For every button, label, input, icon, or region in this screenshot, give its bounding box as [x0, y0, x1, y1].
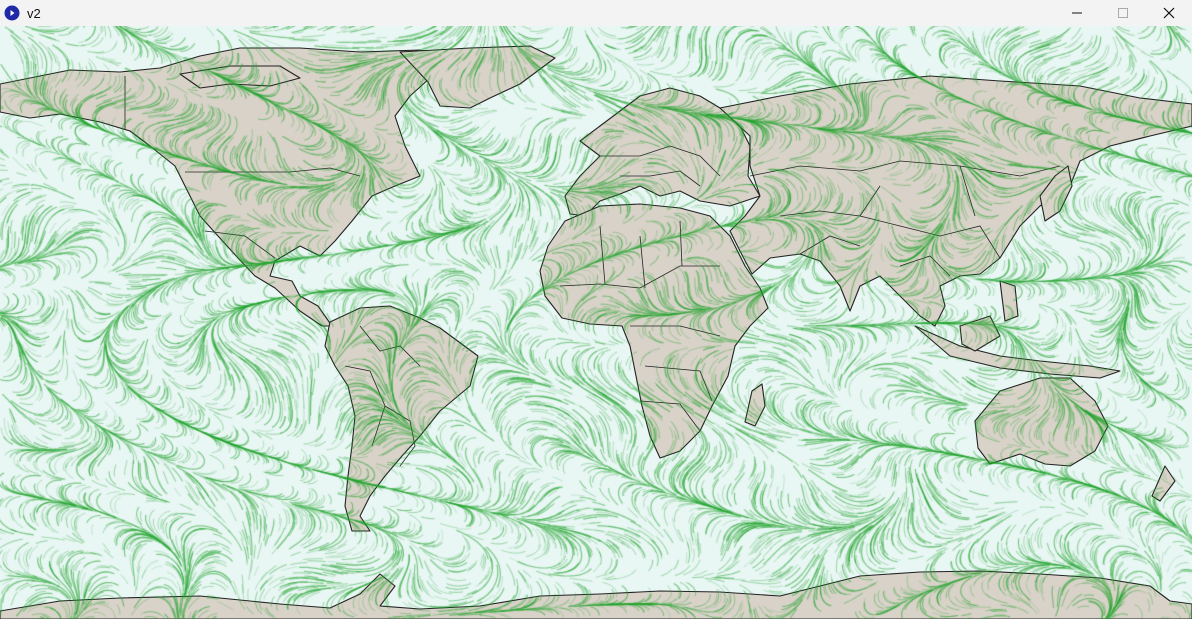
maximize-button[interactable] — [1100, 0, 1146, 26]
close-button[interactable] — [1146, 0, 1192, 26]
window-controls — [1054, 0, 1192, 26]
window-title: v2 — [27, 5, 41, 21]
title-bar: v2 — [0, 0, 1192, 26]
app-icon — [4, 5, 20, 21]
world-map — [0, 26, 1192, 619]
maximize-icon — [1118, 8, 1128, 18]
minimize-button[interactable] — [1054, 0, 1100, 26]
close-icon — [1163, 7, 1175, 19]
minimize-icon — [1072, 12, 1082, 14]
world-map-view[interactable] — [0, 26, 1192, 619]
